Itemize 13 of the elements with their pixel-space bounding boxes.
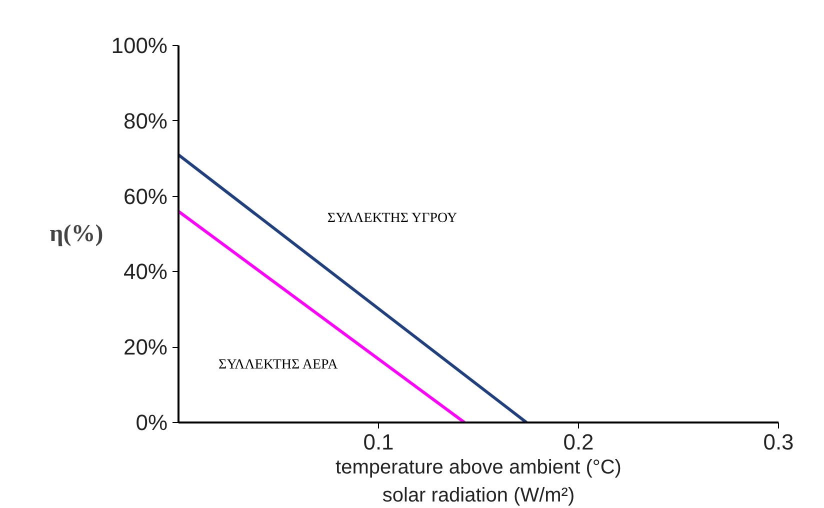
y-tick-label: 40% [123,259,168,284]
y-tick-label: 0% [136,410,168,435]
y-tick-label: 80% [123,108,168,134]
x-tick-label: 0.1 [363,430,394,454]
y-tick-label: 60% [123,184,168,209]
y-tick-label: 100% [111,33,168,58]
x-tick-label: 0.3 [763,430,794,454]
series-label: ΣΥΛΛΕΚΤΗΣ ΑΕΡΑ [218,357,339,372]
y-axis-title: η(%) [50,221,104,247]
x-axis-title: temperature above ambient (°C) solar radiation (W/m²) [336,456,622,506]
x-tick-label: 0.2 [563,430,594,454]
text: ΣΥΛΛΕΚΤΗΣ ΥΓΡΟΥ [327,211,458,226]
y-tick-label: 20% [123,334,168,360]
